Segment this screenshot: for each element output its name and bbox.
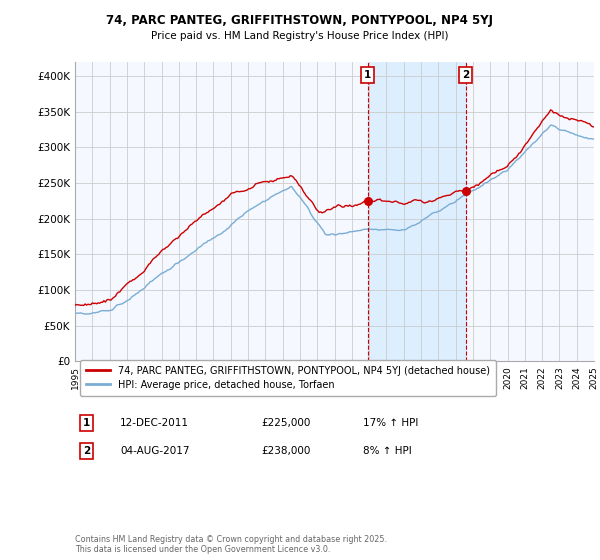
Text: 1: 1: [364, 70, 371, 80]
Text: 74, PARC PANTEG, GRIFFITHSTOWN, PONTYPOOL, NP4 5YJ: 74, PARC PANTEG, GRIFFITHSTOWN, PONTYPOO…: [107, 14, 493, 27]
Legend: 74, PARC PANTEG, GRIFFITHSTOWN, PONTYPOOL, NP4 5YJ (detached house), HPI: Averag: 74, PARC PANTEG, GRIFFITHSTOWN, PONTYPOO…: [80, 360, 496, 395]
Text: Price paid vs. HM Land Registry's House Price Index (HPI): Price paid vs. HM Land Registry's House …: [151, 31, 449, 41]
Text: 12-DEC-2011: 12-DEC-2011: [120, 418, 189, 428]
Text: 1: 1: [83, 418, 90, 428]
Bar: [368, 62, 466, 361]
Text: 2: 2: [83, 446, 90, 456]
Point: [363, 196, 373, 205]
Text: 17% ↑ HPI: 17% ↑ HPI: [363, 418, 418, 428]
Text: Contains HM Land Registry data © Crown copyright and database right 2025.
This d: Contains HM Land Registry data © Crown c…: [75, 535, 387, 554]
Text: 04-AUG-2017: 04-AUG-2017: [120, 446, 190, 456]
Text: £225,000: £225,000: [261, 418, 310, 428]
Text: 2: 2: [462, 70, 469, 80]
Point: [461, 187, 470, 196]
Text: 8% ↑ HPI: 8% ↑ HPI: [363, 446, 412, 456]
Text: £238,000: £238,000: [261, 446, 310, 456]
